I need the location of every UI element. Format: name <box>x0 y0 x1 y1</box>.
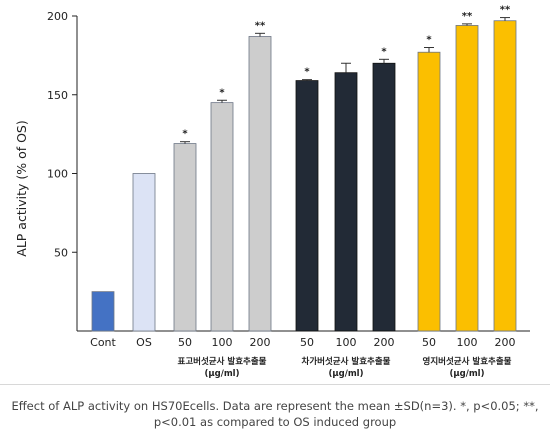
group-unit-2: (μg/ml) <box>450 369 485 379</box>
significance-label-3: * <box>219 87 225 98</box>
y-tick-label-150: 150 <box>47 89 68 102</box>
bar-8 <box>417 51 441 332</box>
bar-9 <box>455 25 479 332</box>
x-tick-label-1: OS <box>136 336 152 349</box>
figure-caption: Effect of ALP activity on HS70Ecells. Da… <box>11 399 539 429</box>
significance-label-7: * <box>381 46 387 57</box>
bar-3 <box>210 102 234 332</box>
x-tick-label-8: 50 <box>422 336 436 349</box>
x-tick-label-4: 200 <box>250 336 271 349</box>
chart-labels: Cont OS * 50 * 100 ** 200 * 50 100 * 200 * 50 ** 100 ** 20… <box>90 5 515 379</box>
significance-label-5: * <box>304 67 310 78</box>
bar-7 <box>372 62 396 332</box>
caption-divider <box>0 384 550 385</box>
x-tick-label-5: 50 <box>300 336 314 349</box>
group-label-1: 차가버섯균사 발효추출물 <box>302 356 391 367</box>
x-tick-label-10: 200 <box>495 336 516 349</box>
bar-5 <box>295 80 319 332</box>
y-tick-label-200: 200 <box>47 10 68 23</box>
bar-6 <box>334 72 358 332</box>
group-label-2: 영지버섯균사 발효추출물 <box>423 356 512 367</box>
significance-label-8: * <box>426 35 432 46</box>
y-axis-label: ALP activity (% of OS) <box>14 120 29 256</box>
significance-label-2: * <box>182 129 188 140</box>
bar-2 <box>173 143 197 332</box>
y-tick-label-50: 50 <box>54 246 68 259</box>
chart-axes: 50 100 150 200 ALP activity (% of OS) <box>14 10 530 332</box>
alp-bar-chart: 50 100 150 200 ALP activity (% of OS) Cont OS… <box>14 5 530 379</box>
significance-label-9: ** <box>462 11 473 22</box>
x-tick-label-2: 50 <box>178 336 192 349</box>
bar-10 <box>493 20 517 332</box>
chart-bars <box>91 17 517 332</box>
y-tick-label-100: 100 <box>47 168 68 181</box>
x-tick-label-9: 100 <box>457 336 478 349</box>
bar-1 <box>132 173 156 332</box>
x-tick-label-0: Cont <box>90 336 116 349</box>
x-tick-label-3: 100 <box>212 336 233 349</box>
bar-0 <box>91 291 115 332</box>
significance-label-4: ** <box>255 20 266 31</box>
x-tick-label-6: 100 <box>336 336 357 349</box>
group-unit-1: (μg/ml) <box>329 369 364 379</box>
x-tick-label-7: 200 <box>374 336 395 349</box>
group-unit-0: (μg/ml) <box>205 369 240 379</box>
group-label-0: 표고버섯균사 발효추출물 <box>178 356 267 367</box>
bar-4 <box>248 36 272 332</box>
significance-label-10: ** <box>500 5 511 16</box>
